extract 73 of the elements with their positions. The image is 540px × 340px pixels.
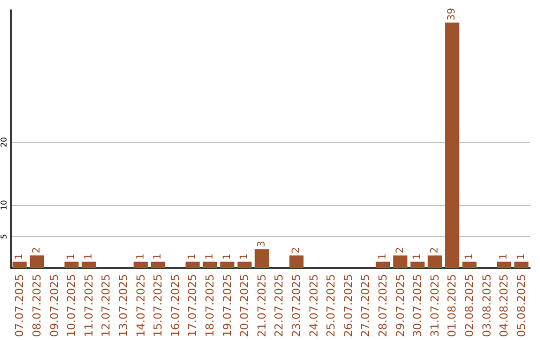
data-label: 1 <box>66 253 78 260</box>
x-tick-label: 02.08.2025 <box>462 274 476 338</box>
data-label: 1 <box>412 253 424 260</box>
bar <box>150 262 166 268</box>
x-tick-label: 18.07.2025 <box>203 274 216 338</box>
y-tick-label: 20 <box>0 137 8 148</box>
data-label: 1 <box>204 253 216 260</box>
x-tick-label: 26.07.2025 <box>342 274 355 338</box>
x-tick-label: 21.07.2025 <box>255 274 268 338</box>
data-label: 1 <box>152 253 164 260</box>
x-tick-label: 07.07.2025 <box>13 274 26 338</box>
bar <box>376 262 390 268</box>
x-tick-label: 05.08.2025 <box>514 274 528 338</box>
x-tick-label: 19.07.2025 <box>220 274 234 338</box>
bar <box>410 262 425 268</box>
data-label: 1 <box>239 253 250 260</box>
data-label: 1 <box>187 253 198 260</box>
bar <box>186 262 200 268</box>
x-tick-label: 08.07.2025 <box>30 274 44 338</box>
x-tick-label: 14.07.2025 <box>134 274 148 338</box>
bar <box>462 262 477 268</box>
x-tick-label: 03.08.2025 <box>480 274 494 338</box>
x-tick-label: 09.07.2025 <box>48 274 61 338</box>
bar <box>237 262 252 268</box>
bar <box>64 262 79 268</box>
data-label: 39 <box>446 8 458 21</box>
x-tick-label: 01.08.2025 <box>446 274 459 338</box>
bar <box>289 255 304 268</box>
data-label: 1 <box>222 253 233 260</box>
x-tick-label: 27.07.2025 <box>359 274 372 338</box>
bar <box>12 262 27 268</box>
x-tick-label: 22.07.2025 <box>272 274 286 338</box>
x-tick-label: 23.07.2025 <box>290 274 303 338</box>
data-label: 2 <box>31 247 42 254</box>
y-tick-label: 5 <box>0 234 8 240</box>
y-tick-label: 10 <box>0 200 8 210</box>
bar <box>393 255 408 268</box>
x-tick-label: 15.07.2025 <box>152 274 165 338</box>
data-label: 1 <box>464 253 475 260</box>
data-label: 2 <box>394 247 406 254</box>
x-tick-label: 25.07.2025 <box>324 274 338 338</box>
x-tick-label: 24.07.2025 <box>307 274 320 338</box>
bar <box>428 255 442 268</box>
data-label: 3 <box>256 240 268 248</box>
data-label: 1 <box>14 253 26 260</box>
data-label: 2 <box>429 247 440 254</box>
bar <box>254 249 269 268</box>
x-tick-label: 12.07.2025 <box>100 274 113 338</box>
x-tick-label: 30.07.2025 <box>411 274 424 338</box>
data-label: 1 <box>498 253 510 260</box>
x-tick-label: 04.08.2025 <box>498 274 511 338</box>
bar <box>134 262 148 268</box>
data-label: 1 <box>83 253 94 260</box>
x-tick-label: 28.07.2025 <box>376 274 390 338</box>
bar <box>514 262 528 268</box>
data-label: 1 <box>516 253 527 260</box>
x-tick-label: 31.07.2025 <box>428 274 442 338</box>
bar <box>30 255 44 268</box>
bar <box>82 262 96 268</box>
data-label: 1 <box>135 253 146 260</box>
x-tick-label: 13.07.2025 <box>116 274 130 338</box>
x-tick-label: 11.07.2025 <box>82 274 96 338</box>
x-tick-label: 10.07.2025 <box>65 274 78 338</box>
bar <box>496 262 512 268</box>
x-tick-label: 20.07.2025 <box>238 274 252 338</box>
data-label: 1 <box>377 253 388 260</box>
x-tick-label: 17.07.2025 <box>186 274 200 338</box>
x-tick-label: 29.07.2025 <box>394 274 407 338</box>
bar <box>202 262 218 268</box>
data-label: 2 <box>290 247 302 254</box>
x-tick-label: 16.07.2025 <box>168 274 182 338</box>
bar <box>445 22 460 268</box>
bar <box>220 262 234 268</box>
